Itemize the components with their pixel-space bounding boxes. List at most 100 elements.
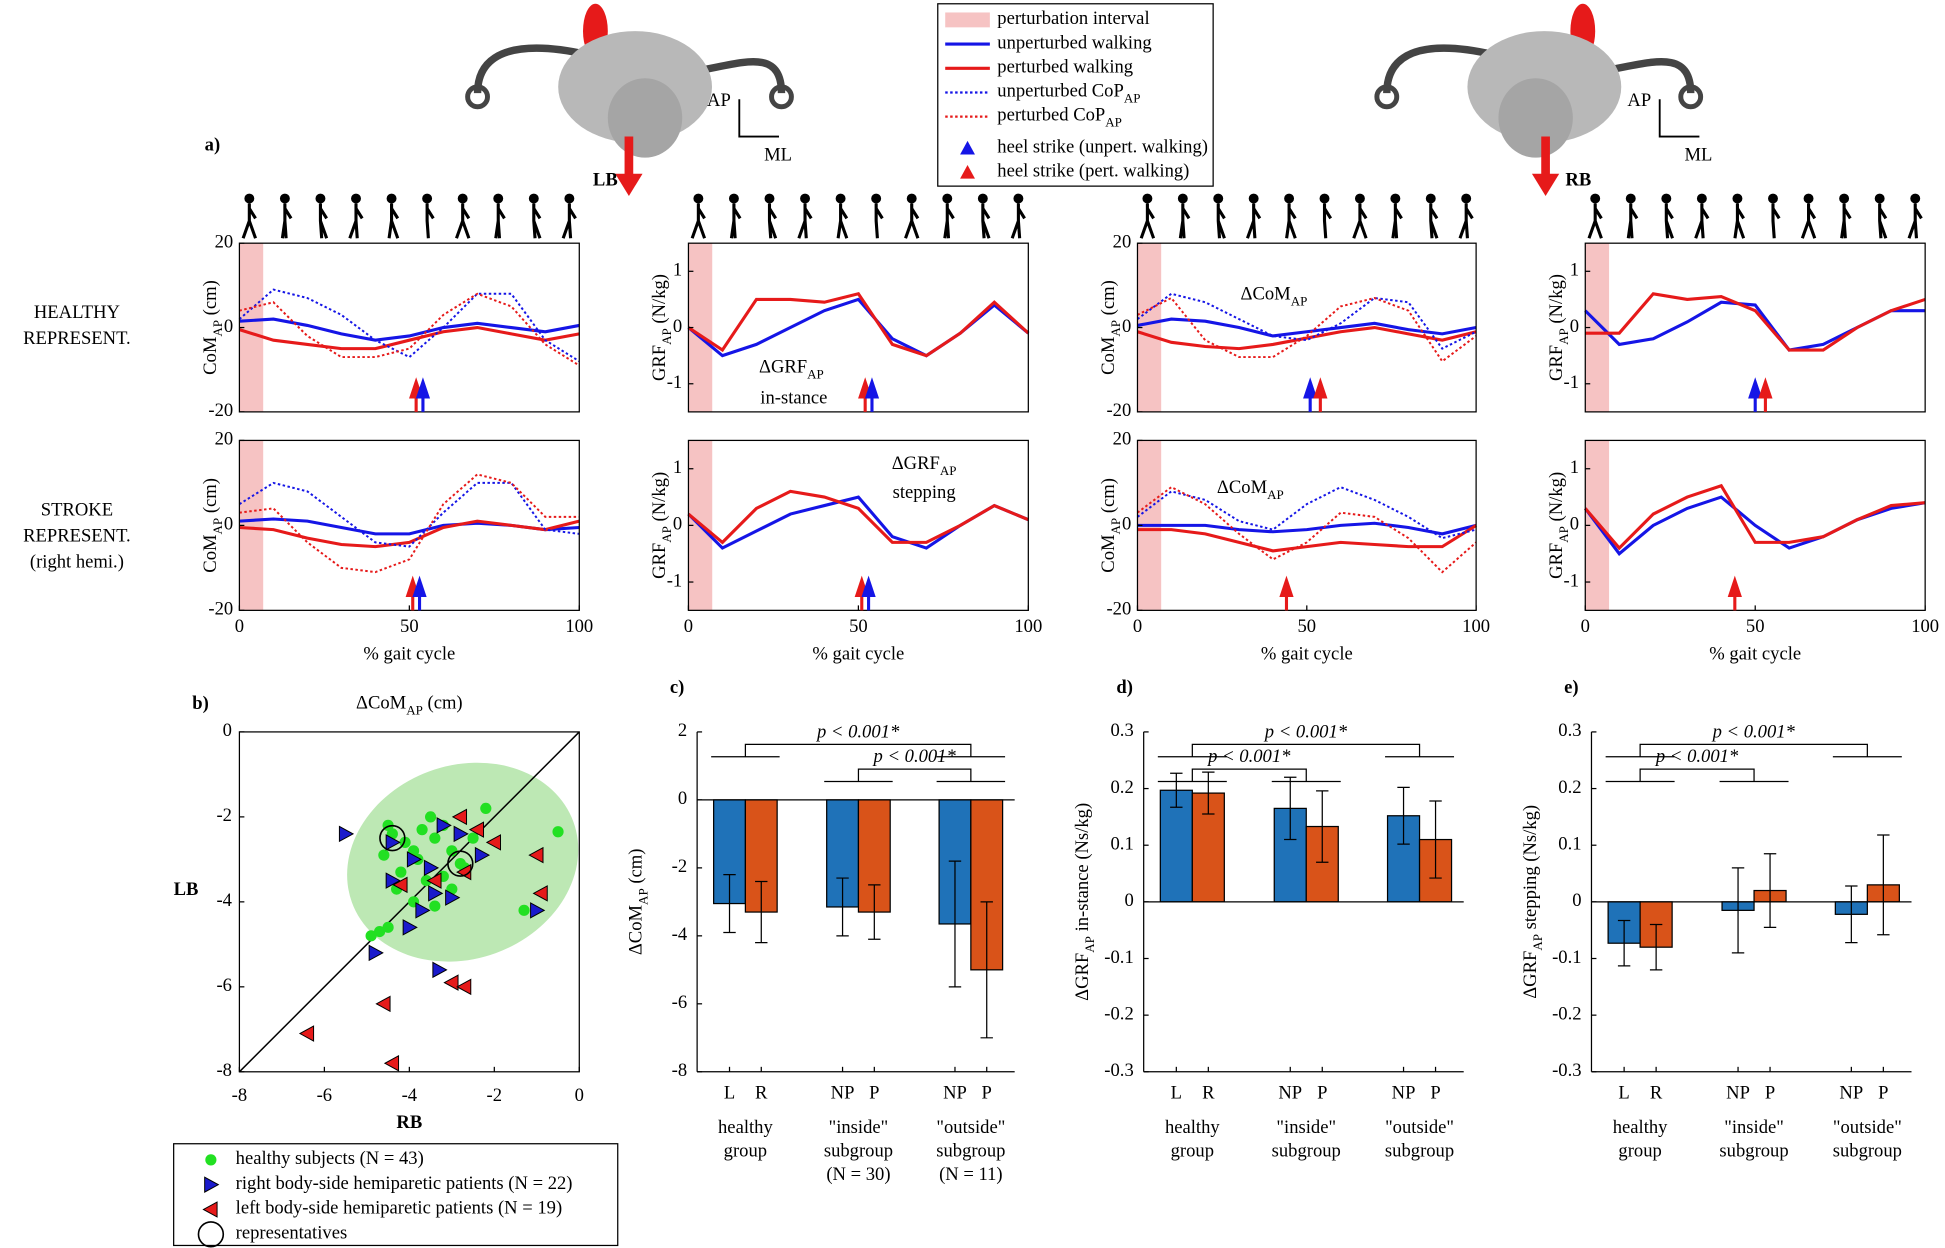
text-part: GRF: [1546, 345, 1567, 381]
legend-label: left body-side hemiparetic patients (N =…: [236, 1198, 562, 1219]
annotation: stepping: [893, 482, 956, 503]
walker-icon: [315, 193, 326, 204]
group-label: healthy: [718, 1117, 773, 1138]
scatter-point: [480, 802, 492, 814]
cop-line: [238, 288, 580, 363]
group-label: subgroup: [1385, 1141, 1454, 1162]
x-axis-label: % gait cycle: [1709, 643, 1801, 664]
walker-icon: [871, 193, 882, 204]
error-bar: [723, 874, 736, 934]
x-tick-label: L: [724, 1082, 735, 1103]
legend-label: unperturbed CoPAP: [997, 81, 1140, 106]
x-tick-label: NP: [1726, 1082, 1750, 1103]
walker-icon: [690, 203, 707, 239]
walker-icon: [1803, 193, 1814, 204]
heel-strike: [864, 377, 880, 412]
scatter-point: [202, 1201, 218, 1218]
walker-icon: [1733, 203, 1746, 239]
scatter-point: [530, 902, 546, 919]
text-part: AP: [211, 518, 226, 535]
x-axis-label: % gait cycle: [812, 643, 904, 664]
legend-label: representatives: [236, 1223, 348, 1244]
scatter-point: [392, 876, 408, 894]
text-part: ΔGRF: [892, 453, 940, 474]
y-tick-label: 1: [673, 457, 682, 478]
error-bar: [980, 901, 993, 1039]
scatter-point: [528, 846, 544, 864]
walker-icon: [457, 193, 468, 204]
group-label: healthy: [1165, 1117, 1220, 1138]
walker-icon: [1590, 193, 1601, 204]
significance-label: p < 0.001*: [1206, 746, 1291, 767]
legend-swatch: [960, 165, 975, 179]
significance-bracket: [1157, 768, 1341, 783]
y-axis-label: CoMAP (cm): [200, 280, 225, 375]
perturbation-interval: [1137, 243, 1162, 412]
walker-icon: [1010, 203, 1026, 239]
heel-strike: [861, 575, 876, 611]
text-part: (cm): [1098, 280, 1119, 320]
walker-icon: [1626, 203, 1639, 239]
y-tick-label: 0: [673, 316, 682, 337]
walker-icon: [729, 203, 742, 239]
walker-icon: [1013, 193, 1024, 204]
walker-icon: [1771, 203, 1781, 239]
y-axis-label: ΔGRFAP stepping (Ns/kg): [1520, 805, 1545, 999]
walker-icon: [1878, 203, 1888, 239]
walker-icon: [1429, 203, 1439, 239]
scatter-point: [423, 859, 440, 877]
significance-label: p < 0.001*: [1711, 721, 1796, 742]
group-label: (N = 11): [939, 1164, 1003, 1185]
legend-swatch: [960, 140, 975, 155]
row-label: STROKE: [41, 499, 113, 520]
text-part: AP: [1556, 526, 1571, 543]
text-part: (N/kg): [649, 274, 670, 328]
scatter-point: [425, 811, 437, 823]
y-tick-label: -2: [216, 805, 232, 826]
text-part: GRF: [649, 543, 670, 579]
heel-strike: [1758, 377, 1773, 412]
scatter-point: [436, 817, 452, 834]
annotation: ΔCoMAP: [1241, 284, 1308, 309]
y-tick-label: 0.2: [1558, 777, 1581, 798]
side-label: RB: [1565, 169, 1591, 190]
y-tick-label: -4: [216, 890, 232, 911]
walker-icon: [1458, 203, 1474, 239]
y-tick-label: 0: [678, 788, 687, 809]
scatter-point: [485, 834, 502, 851]
x-tick-label: 100: [565, 616, 593, 637]
walker-icon: [906, 193, 917, 204]
x-axis-label: RB: [396, 1112, 422, 1133]
scatter-point: [453, 825, 469, 843]
scatter-point: [298, 1025, 315, 1042]
y-tick-label: -0.2: [1552, 1003, 1581, 1024]
perturbation-interval: [239, 440, 264, 611]
walker-icon: [1177, 193, 1188, 204]
text-part: AP: [1109, 518, 1124, 535]
com-line: [238, 325, 580, 351]
com-line: [1137, 524, 1477, 553]
x-tick-label: P: [982, 1082, 992, 1103]
text-part: CoM: [1098, 337, 1119, 375]
y-tick-label: 0: [1572, 890, 1581, 911]
walker-icon: [1390, 193, 1401, 204]
scatter-point: [338, 825, 355, 843]
significance-bracket: [1157, 743, 1455, 758]
y-tick-label: -0.3: [1552, 1060, 1581, 1081]
y-tick-label: -20: [1106, 400, 1131, 421]
walker-icon: [1248, 193, 1259, 204]
scatter-point: [429, 832, 441, 844]
heel-strike: [405, 575, 420, 611]
y-tick-label: -0.3: [1104, 1060, 1133, 1081]
walker-icon: [904, 203, 920, 239]
group-label: "outside": [1385, 1117, 1454, 1138]
walker-icon: [1216, 203, 1226, 239]
y-tick-label: 0.1: [1558, 833, 1581, 854]
x-tick-label: L: [1618, 1082, 1629, 1103]
cop-line: [1136, 485, 1477, 574]
walker-icon: [977, 193, 988, 204]
walker-icon: [280, 203, 293, 239]
panel-label: b): [192, 693, 209, 714]
scatter-point: [456, 978, 472, 996]
text-part: CoM: [200, 337, 221, 375]
